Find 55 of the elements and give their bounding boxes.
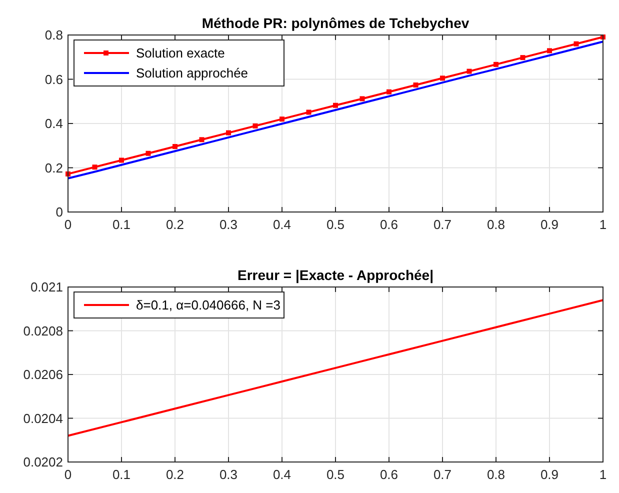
y-tick-label: 0.4	[44, 116, 63, 131]
point	[494, 62, 498, 67]
x-tick-label: 0.7	[433, 467, 452, 482]
point	[466, 68, 472, 74]
x-tick-label: 0.1	[112, 217, 131, 232]
y-tick-label: 0.2	[44, 160, 63, 176]
x-tick-label: 0.6	[380, 217, 398, 232]
x-tick-label: 0.2	[166, 467, 184, 482]
x-tick-label: 0.9	[540, 467, 559, 482]
x-tick-label: 0.3	[219, 467, 238, 482]
chart-title: Erreur = |Exacte - Approchée|	[238, 267, 434, 284]
y-tick-label: 0.0206	[23, 367, 63, 382]
point	[547, 48, 552, 54]
chart-title: Méthode PR: polynômes de Tchebychev	[202, 15, 470, 31]
x-tick-label: 1	[599, 217, 607, 232]
point	[333, 102, 338, 108]
point	[306, 110, 312, 115]
y-tick-label: 0.0208	[23, 323, 63, 338]
x-tick-label: 0.9	[540, 217, 559, 232]
point	[226, 130, 231, 136]
point	[440, 76, 445, 81]
point	[386, 89, 392, 94]
x-tick-label: 0.8	[486, 467, 506, 482]
point	[199, 137, 204, 142]
x-tick-label: 0.5	[326, 467, 345, 482]
point	[92, 164, 98, 170]
x-tick-label: 0.2	[166, 217, 184, 232]
y-tick-label: 0.021	[30, 280, 63, 294]
y-tick-label: 0.0204	[23, 410, 63, 426]
point	[574, 41, 579, 46]
point	[146, 150, 151, 156]
point	[360, 96, 365, 102]
legend-label: Solution exacte	[136, 46, 225, 60]
line-series	[67, 299, 604, 437]
y-tick-label: 0	[56, 204, 63, 220]
x-tick-label: 0.8	[486, 217, 506, 232]
point	[280, 116, 284, 122]
y-tick-label: 0.6	[44, 72, 63, 87]
x-tick-label: 0.1	[112, 467, 131, 482]
x-tick-label: 0.4	[272, 467, 292, 482]
x-tick-label: 0.5	[326, 217, 345, 232]
x-tick-label: 0.7	[433, 217, 452, 232]
point	[520, 55, 526, 60]
x-tick-label: 1	[599, 467, 607, 482]
x-tick-label: 0.6	[380, 467, 398, 482]
point	[119, 158, 124, 163]
y-tick-label: 0.0202	[23, 454, 63, 470]
point	[172, 144, 178, 150]
legend-label: δ=0.1, α=0.040666, N =3	[136, 298, 280, 312]
point	[252, 123, 258, 128]
point	[413, 82, 418, 88]
legend-label: Solution approchée	[136, 66, 248, 80]
x-tick-label: 0.4	[272, 217, 292, 232]
y-tick-label: 0.8	[44, 28, 63, 42]
x-tick-label: 0.3	[219, 217, 238, 232]
